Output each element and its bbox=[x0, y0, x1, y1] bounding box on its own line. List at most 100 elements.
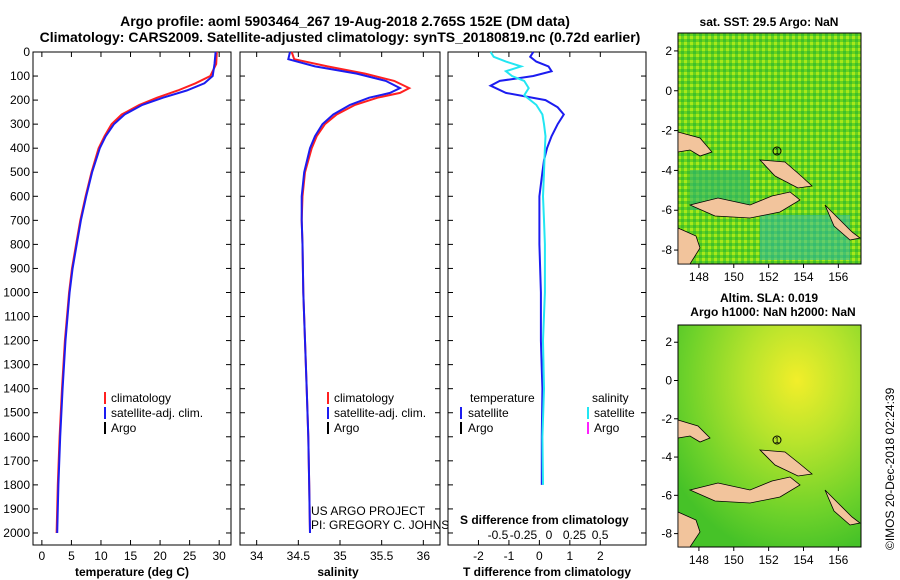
s-tick-label: 0.25 bbox=[563, 528, 587, 542]
t-satellite-series-line bbox=[488, 51, 566, 485]
salinity-axes bbox=[239, 51, 441, 546]
temperature-axes bbox=[32, 51, 232, 546]
x-tick-label: 35.5 bbox=[370, 549, 394, 563]
y-tick-label: 1500 bbox=[3, 406, 30, 420]
map-y-tick-label: 2 bbox=[665, 44, 672, 58]
argo-float-marker bbox=[772, 435, 782, 445]
map-x-tick-label: 154 bbox=[793, 553, 813, 567]
temperature-panel: 0100200300400500600700800900100011001200… bbox=[3, 45, 232, 579]
sla-title: Altim. SLA: 0.019 bbox=[720, 291, 818, 305]
x-tick-label: 25 bbox=[183, 549, 197, 563]
difference-panel: -2 -1 0 1 2-0.5 -0.25 0 0.25 0.5 S difference fr… bbox=[447, 51, 647, 579]
x-tick-label: 34.5 bbox=[287, 549, 311, 563]
satellite-adj-clim--series-line bbox=[287, 51, 403, 534]
s-tick-label: 0 bbox=[546, 528, 553, 542]
x-tick-label: 0 bbox=[39, 549, 46, 563]
x-tick-label: -2 bbox=[473, 549, 484, 563]
legend-temperature-title: temperature bbox=[470, 391, 535, 405]
imos-credit: ©IMOS 20-Dec-2018 02:24:39 bbox=[883, 387, 897, 550]
map-y-tick-label: -4 bbox=[661, 450, 672, 464]
credit-project: US ARGO PROJECT bbox=[311, 504, 426, 518]
x-tick-label: 2 bbox=[597, 549, 604, 563]
x-tick-label: 34 bbox=[250, 549, 264, 563]
x-tick-label: 0 bbox=[536, 549, 543, 563]
y-tick-label: 1600 bbox=[3, 430, 30, 444]
map-y-tick-label: -6 bbox=[661, 488, 672, 502]
salinity-xlabel: salinity bbox=[317, 565, 359, 579]
new-ireland-land bbox=[677, 131, 713, 157]
y-tick-label: 1200 bbox=[3, 334, 30, 348]
sst-map: sat. SST: 29.5 Argo: NaN 1 148 150 152 154 1… bbox=[661, 15, 862, 284]
y-tick-label: 1400 bbox=[3, 382, 30, 396]
legend-salinity-title: salinity bbox=[592, 391, 629, 405]
legend-climatology: climatology bbox=[111, 391, 171, 405]
t-difference-xlabel: T difference from climatology bbox=[463, 565, 631, 579]
y-tick-label: 400 bbox=[10, 141, 30, 155]
title-line-2: Climatology: CARS2009. Satellite-adjuste… bbox=[40, 29, 641, 45]
legend-argo: Argo bbox=[111, 421, 137, 435]
map-y-tick-label: -2 bbox=[661, 124, 672, 138]
map-x-tick-label: 156 bbox=[828, 553, 848, 567]
x-tick-label: 35 bbox=[333, 549, 347, 563]
new-britain-land bbox=[688, 476, 801, 504]
salinity-panel: 34 34.5 35 35.5 36 salinity climatology sate… bbox=[239, 51, 467, 579]
legend-satellite: satellite-adj. clim. bbox=[111, 406, 203, 420]
s-tick-label: 0.5 bbox=[592, 528, 609, 542]
x-tick-label: 36 bbox=[417, 549, 431, 563]
y-tick-label: 700 bbox=[10, 213, 30, 227]
title-line-1: Argo profile: aoml 5903464_267 19-Aug-20… bbox=[120, 13, 570, 29]
y-tick-label: 2000 bbox=[3, 526, 30, 540]
bougainville-land bbox=[824, 489, 861, 526]
legend-t-argo: Argo bbox=[468, 421, 494, 435]
y-tick-label: 200 bbox=[10, 93, 30, 107]
map-x-tick-label: 152 bbox=[759, 553, 779, 567]
satellite-adj-clim--series-line bbox=[56, 51, 217, 534]
x-tick-label: 30 bbox=[212, 549, 226, 563]
y-tick-label: 1700 bbox=[3, 454, 30, 468]
legend-satellite: satellite-adj. clim. bbox=[334, 406, 426, 420]
map-x-tick-label: 148 bbox=[689, 553, 709, 567]
x-tick-label: 5 bbox=[68, 549, 75, 563]
difference-legend: temperature satellite Argo salinity sate… bbox=[460, 391, 635, 435]
map-y-tick-label: -8 bbox=[661, 527, 672, 541]
map-x-tick-label: 150 bbox=[724, 553, 744, 567]
argo-float-marker-label: 1 bbox=[775, 147, 780, 156]
y-tick-label: 100 bbox=[10, 69, 30, 83]
legend-argo: Argo bbox=[334, 421, 360, 435]
s-tick-label: -0.5 bbox=[488, 528, 509, 542]
y-tick-label: 1800 bbox=[3, 478, 30, 492]
map-y-tick-label: 2 bbox=[665, 335, 672, 349]
y-tick-label: 1300 bbox=[3, 358, 30, 372]
x-tick-label: 20 bbox=[153, 549, 167, 563]
map-x-tick-label: 150 bbox=[724, 270, 744, 284]
map-y-tick-label: -6 bbox=[661, 203, 672, 217]
x-tick-label: 10 bbox=[94, 549, 108, 563]
map-x-tick-label: 148 bbox=[689, 270, 709, 284]
credit-pi: PI: GREGORY C. JOHNSON bbox=[311, 518, 467, 532]
x-tick-label: -1 bbox=[504, 549, 515, 563]
y-tick-label: 300 bbox=[10, 117, 30, 131]
map-x-tick-label: 156 bbox=[828, 270, 848, 284]
y-tick-label: 1000 bbox=[3, 285, 30, 299]
new-ireland-land bbox=[759, 159, 813, 189]
map-x-tick-label: 154 bbox=[793, 270, 813, 284]
y-tick-label: 1100 bbox=[4, 310, 30, 324]
legend-s-argo: Argo bbox=[594, 421, 620, 435]
x-tick-label: 1 bbox=[567, 549, 574, 563]
legend-t-satellite: satellite bbox=[468, 406, 509, 420]
s-tick-label: -0.25 bbox=[510, 528, 538, 542]
map-y-tick-label: -8 bbox=[661, 243, 672, 257]
map-y-tick-label: 0 bbox=[665, 374, 672, 388]
map-y-tick-label: 0 bbox=[665, 84, 672, 98]
sla-map: Altim. SLA: 0.019 Argo h1000: NaN h2000:… bbox=[661, 291, 862, 567]
legend-s-satellite: satellite bbox=[594, 406, 635, 420]
new-britain-land bbox=[688, 191, 801, 219]
y-tick-label: 900 bbox=[10, 261, 30, 275]
map-y-tick-label: -4 bbox=[661, 163, 672, 177]
legend-climatology: climatology bbox=[334, 391, 394, 405]
png-mainland-land bbox=[677, 227, 701, 265]
argo-float-marker bbox=[772, 146, 782, 156]
temperature-xlabel: temperature (deg C) bbox=[75, 565, 189, 579]
y-tick-label: 500 bbox=[10, 165, 30, 179]
new-ireland-land bbox=[758, 449, 813, 477]
